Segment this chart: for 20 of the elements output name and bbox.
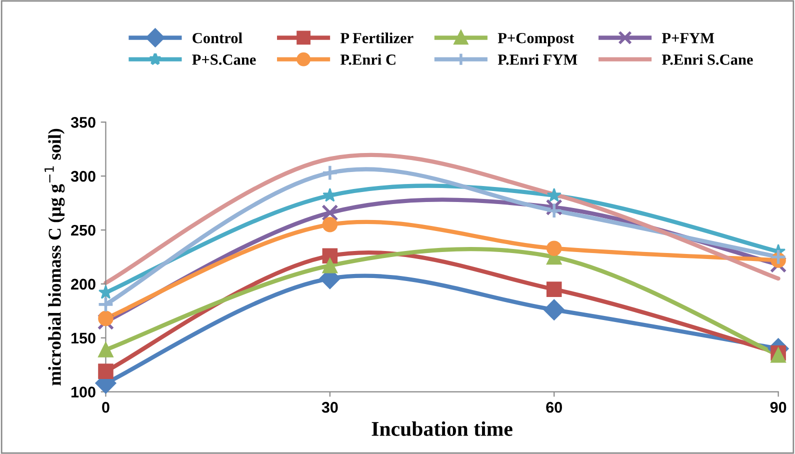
- legend-label: P Fertilizer: [340, 32, 414, 44]
- legend-label: P.Enri S.Cane: [662, 54, 753, 65]
- legend-label: P+FYM: [662, 33, 714, 44]
- y-tick-label: 300: [70, 170, 96, 182]
- y-axis-title: microbial biomass C (µg g$^{−1}$ soil): [44, 128, 65, 386]
- y-tick-label: 250: [71, 224, 96, 236]
- x-tick-label: 60: [546, 402, 562, 413]
- y-tick-label: 350: [70, 116, 96, 128]
- y-tick-label: 150: [71, 332, 96, 344]
- x-tick-label: 0: [102, 402, 110, 413]
- legend-label: P.Enri FYM: [498, 54, 578, 65]
- y-tick-label: 200: [71, 278, 96, 290]
- legend-label: P+S.Cane: [192, 54, 256, 65]
- x-tick-label: 90: [770, 402, 786, 413]
- legend-label: P+Compost: [498, 32, 574, 46]
- legend-label: P.Enri C: [340, 54, 396, 65]
- x-axis-title: Incubation time: [372, 421, 512, 436]
- y-tick-label: 100: [71, 386, 96, 398]
- x-tick-label: 30: [322, 402, 338, 413]
- legend-label: Control: [192, 32, 242, 44]
